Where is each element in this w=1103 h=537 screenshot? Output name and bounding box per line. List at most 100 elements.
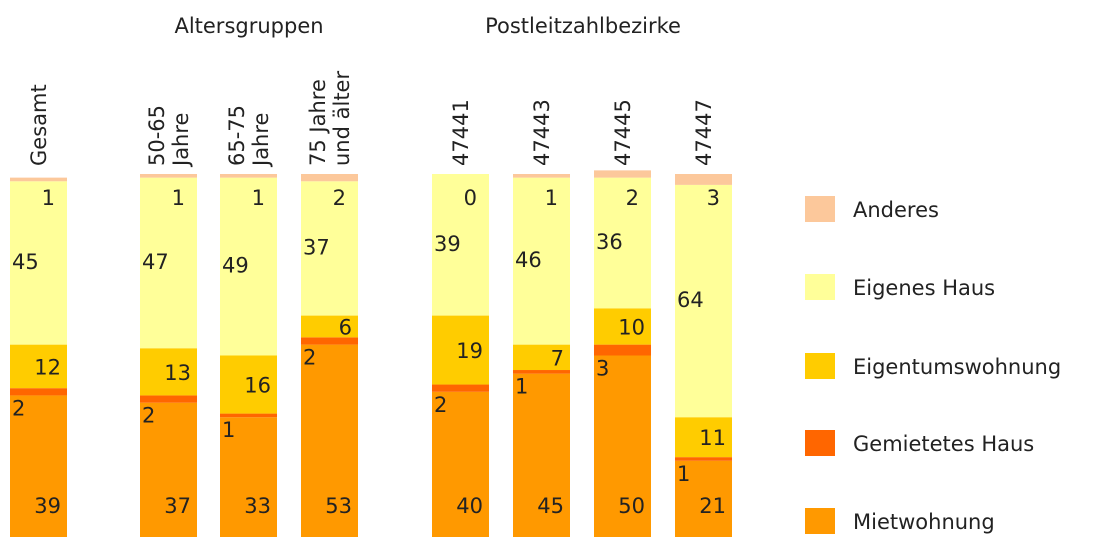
bar-segment xyxy=(10,177,67,182)
value-label: 19 xyxy=(456,339,483,363)
value-label: 39 xyxy=(34,494,61,518)
bar-segment xyxy=(432,315,489,385)
value-label: 46 xyxy=(515,248,542,272)
bar-segment xyxy=(10,388,67,396)
value-label: 12 xyxy=(34,355,61,379)
value-label: 3 xyxy=(596,357,609,381)
bar-segment xyxy=(675,457,732,461)
value-label: 64 xyxy=(677,288,704,312)
value-label: 45 xyxy=(12,250,39,274)
value-label: 2 xyxy=(434,393,447,417)
value-label: 50 xyxy=(618,494,645,518)
bar-segment xyxy=(513,177,570,345)
bar-segment xyxy=(432,384,489,392)
bar-segment xyxy=(513,370,570,374)
category-label: 65-75 Jahre xyxy=(224,104,273,166)
category-label: 47441 xyxy=(448,99,473,166)
category-label: 75 Jahre und älter xyxy=(305,70,354,166)
bar-segment xyxy=(140,395,197,403)
bar-segment xyxy=(594,177,651,309)
value-label: 45 xyxy=(537,494,564,518)
value-label: 1 xyxy=(252,186,265,210)
legend-swatch xyxy=(805,274,835,300)
value-label: 1 xyxy=(515,375,528,399)
bar-segment xyxy=(594,344,651,356)
bar-segment xyxy=(301,181,358,316)
bar-segment xyxy=(140,174,197,178)
category-label: 47447 xyxy=(691,99,716,166)
value-label: 1 xyxy=(42,186,55,210)
value-label: 2 xyxy=(142,404,155,428)
value-label: 7 xyxy=(551,346,564,370)
value-label: 0 xyxy=(464,186,477,210)
group-title: Postleitzahlbezirke xyxy=(485,14,681,38)
bar-segment xyxy=(220,174,277,178)
bar-segment xyxy=(220,355,277,414)
bar-segment xyxy=(675,184,732,418)
bar-segment xyxy=(301,174,358,182)
bar-segment xyxy=(594,355,651,537)
group-title: Altersgruppen xyxy=(174,14,323,38)
value-label: 13 xyxy=(164,361,191,385)
legend-swatch xyxy=(805,430,835,456)
category-label: 47443 xyxy=(529,99,554,166)
value-label: 2 xyxy=(626,186,639,210)
bar-segment xyxy=(301,337,358,345)
value-label: 6 xyxy=(339,315,352,339)
value-label: 37 xyxy=(303,235,330,259)
value-label: 1 xyxy=(677,462,690,486)
bar-segment xyxy=(513,174,570,178)
category-label: 47445 xyxy=(610,99,635,166)
value-label: 39 xyxy=(434,232,461,256)
legend-label: Anderes xyxy=(853,198,939,222)
bar-segment xyxy=(220,417,277,537)
bar-segment xyxy=(432,174,489,316)
bar-segment xyxy=(675,460,732,537)
bar-segment xyxy=(513,373,570,537)
value-label: 16 xyxy=(244,374,271,398)
bar-segment xyxy=(675,417,732,458)
value-label: 36 xyxy=(596,230,623,254)
value-label: 2 xyxy=(333,186,346,210)
value-label: 10 xyxy=(618,315,645,339)
category-label: 50-65 Jahre xyxy=(144,104,193,166)
legend-label: Mietwohnung xyxy=(853,510,995,534)
value-label: 49 xyxy=(222,254,249,278)
legend-swatch xyxy=(805,196,835,222)
value-label: 2 xyxy=(303,346,316,370)
bar-segment xyxy=(10,395,67,537)
value-label: 40 xyxy=(456,494,483,518)
bar-segment xyxy=(220,413,277,418)
value-label: 37 xyxy=(164,494,191,518)
bar-segment xyxy=(301,315,358,338)
legend-label: Eigenes Haus xyxy=(853,276,995,300)
bar-segment xyxy=(301,344,358,537)
legend-swatch xyxy=(805,508,835,534)
bar-segment xyxy=(10,344,67,389)
bar-segment xyxy=(675,174,732,185)
value-label: 53 xyxy=(325,494,352,518)
bar-segment xyxy=(432,391,489,537)
value-label: 1 xyxy=(545,186,558,210)
value-label: 1 xyxy=(222,418,235,442)
legend-swatch xyxy=(805,353,835,379)
bar-segment xyxy=(513,344,570,371)
bar-segment xyxy=(594,170,651,178)
value-label: 47 xyxy=(142,250,169,274)
bar-segment xyxy=(140,348,197,396)
bar-segment xyxy=(140,402,197,537)
bar-segment xyxy=(220,177,277,356)
value-label: 1 xyxy=(172,186,185,210)
value-label: 11 xyxy=(699,426,726,450)
legend-label: Gemietetes Haus xyxy=(853,432,1034,456)
category-label: Gesamt xyxy=(26,84,51,166)
legend-label: Eigentumswohnung xyxy=(853,355,1061,379)
bar-segment xyxy=(140,177,197,349)
bar-segment xyxy=(10,181,67,345)
value-label: 21 xyxy=(699,494,726,518)
bar-segment xyxy=(594,308,651,345)
value-label: 3 xyxy=(707,186,720,210)
value-label: 33 xyxy=(244,494,271,518)
